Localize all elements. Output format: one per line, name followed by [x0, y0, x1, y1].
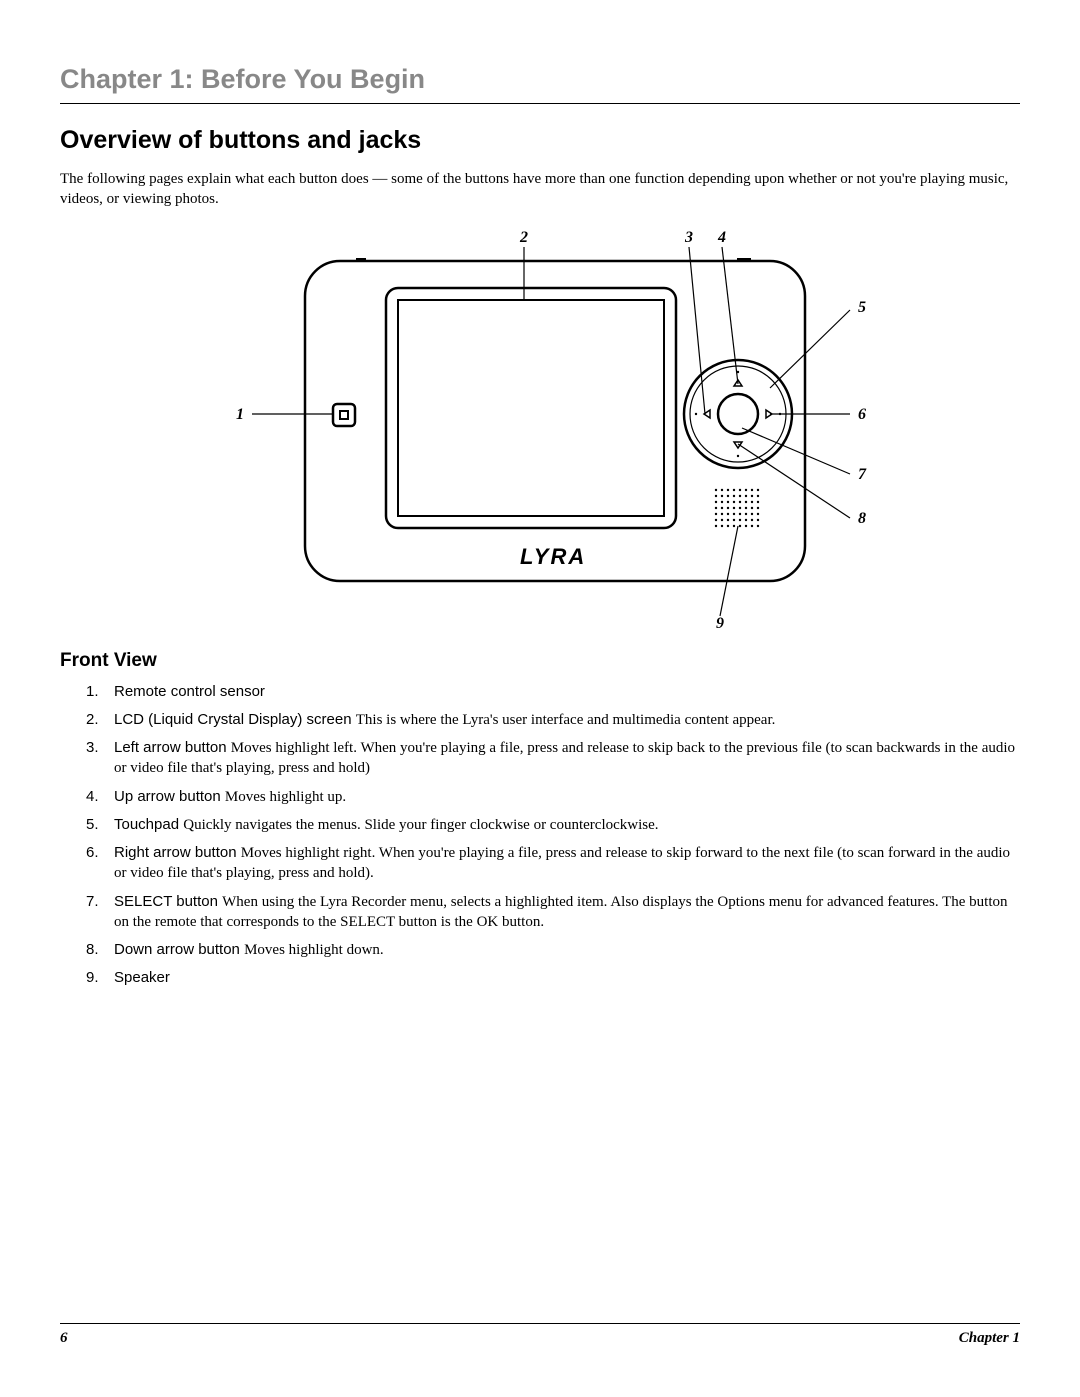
item-number: 9.: [86, 968, 99, 988]
divider-line: [60, 103, 1020, 104]
item-number: 4.: [86, 787, 99, 807]
item-term: Left arrow button: [114, 739, 231, 756]
list-item: 1. Remote control sensor: [86, 682, 1020, 702]
item-desc: Quickly navigates the menus. Slide your …: [183, 817, 658, 833]
callout-label-4: 4: [717, 229, 726, 246]
item-desc: When using the Lyra Recorder menu, selec…: [114, 894, 1008, 930]
list-item: 7. SELECT button When using the Lyra Reco…: [86, 892, 1020, 933]
item-number: 7.: [86, 892, 99, 912]
top-nub-right: [737, 258, 751, 261]
lcd-inner: [398, 300, 664, 516]
callout-label-3: 3: [684, 229, 693, 246]
item-number: 1.: [86, 682, 99, 702]
callout-line-9: [720, 526, 738, 616]
callout-line-5: [770, 310, 850, 388]
front-view-list: 1. Remote control sensor 2. LCD (Liquid Cr…: [60, 682, 1020, 989]
section-title: Overview of buttons and jacks: [60, 126, 1020, 155]
callout-label-9: 9: [716, 615, 724, 628]
speaker-grille: [715, 488, 759, 526]
remote-sensor-inner: [340, 411, 348, 419]
item-number: 6.: [86, 843, 99, 863]
list-item: 9. Speaker: [86, 968, 1020, 988]
item-term: Up arrow button: [114, 788, 225, 805]
item-number: 2.: [86, 710, 99, 730]
chapter-heading: Chapter 1: Before You Begin: [60, 64, 1020, 95]
callout-label-8: 8: [858, 510, 866, 527]
footer-chapter: Chapter 1: [959, 1330, 1020, 1347]
top-nub-left: [356, 258, 366, 261]
device-diagram: LYRA 1 2 3 4 5 6 7 8 9: [190, 228, 890, 628]
page-number: 6: [60, 1330, 68, 1347]
item-term: Touchpad: [114, 816, 183, 833]
callout-label-2: 2: [519, 229, 528, 246]
item-term: Down arrow button: [114, 941, 244, 958]
device-logo: LYRA: [520, 544, 586, 569]
list-item: 8. Down arrow button Moves highlight down…: [86, 940, 1020, 960]
list-item: 6. Right arrow button Moves highlight rig…: [86, 843, 1020, 884]
item-term: SELECT button: [114, 893, 222, 910]
footer-divider: [60, 1323, 1020, 1324]
list-item: 2. LCD (Liquid Crystal Display) screen Th…: [86, 710, 1020, 730]
list-item: 3. Left arrow button Moves highlight left…: [86, 738, 1020, 779]
item-number: 3.: [86, 738, 99, 758]
page-footer: 6 Chapter 1: [60, 1323, 1020, 1347]
callout-line-7: [742, 428, 850, 474]
callout-line-4: [722, 247, 738, 384]
item-term: Remote control sensor: [114, 683, 265, 700]
remote-sensor-icon: [333, 404, 355, 426]
device-outline: [305, 261, 805, 581]
item-desc: This is where the Lyra's user interface …: [356, 712, 776, 728]
diagram-container: LYRA 1 2 3 4 5 6 7 8 9: [60, 228, 1020, 628]
front-view-title: Front View: [60, 650, 1020, 672]
intro-text: The following pages explain what each bu…: [60, 169, 1020, 210]
item-number: 5.: [86, 815, 99, 835]
item-desc: Moves highlight right. When you're playi…: [114, 845, 1010, 881]
callout-label-7: 7: [858, 466, 867, 483]
callout-line-8: [738, 444, 850, 518]
list-item: 5. Touchpad Quickly navigates the menus. …: [86, 815, 1020, 835]
item-term: Speaker: [114, 969, 170, 986]
list-item: 4. Up arrow button Moves highlight up.: [86, 787, 1020, 807]
lcd-outer: [386, 288, 676, 528]
callout-label-5: 5: [858, 299, 866, 316]
down-arrow-icon: [734, 442, 742, 448]
item-term: LCD (Liquid Crystal Display) screen: [114, 711, 356, 728]
item-desc: Moves highlight left. When you're playin…: [114, 740, 1015, 776]
item-number: 8.: [86, 940, 99, 960]
select-button: [718, 394, 758, 434]
item-desc: Moves highlight down.: [244, 942, 384, 958]
callout-label-6: 6: [858, 406, 866, 423]
item-desc: Moves highlight up.: [225, 789, 346, 805]
item-term: Right arrow button: [114, 844, 241, 861]
callout-label-1: 1: [236, 406, 244, 423]
